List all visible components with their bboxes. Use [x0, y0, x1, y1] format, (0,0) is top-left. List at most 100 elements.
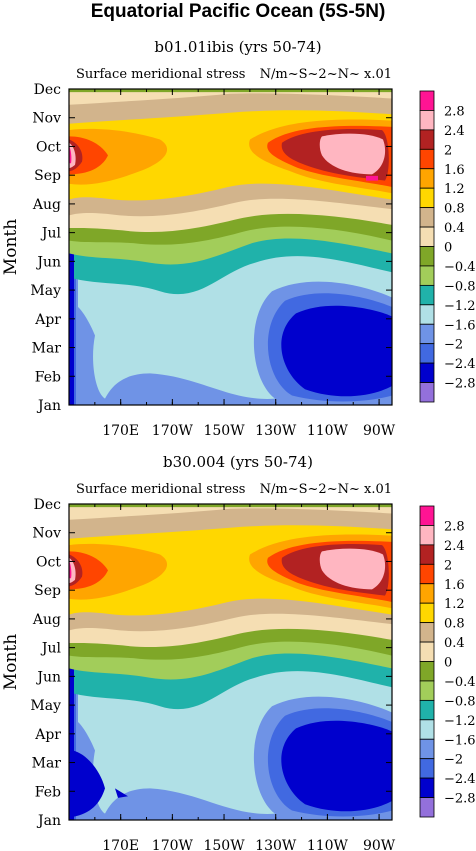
- x-tick-label: 110W: [307, 838, 349, 851]
- x-tick-label: 130W: [255, 838, 297, 851]
- x-tick-label: 170E: [102, 838, 139, 851]
- colorbar-box: [419, 343, 435, 364]
- x-tick-label: 90W: [363, 423, 396, 439]
- x-tick-label: 110W: [307, 423, 349, 439]
- colorbar-box: [419, 680, 435, 701]
- y-tick-label: Sep: [34, 583, 61, 599]
- colorbar-box: [419, 641, 435, 662]
- colorbar-label: −1.6: [444, 318, 476, 333]
- panel-1: b01.01ibis (yrs 50-74) Surface meridional…: [1, 38, 476, 439]
- colorbar-label: −0.4: [444, 675, 476, 690]
- y-tick-label: Jul: [40, 641, 62, 657]
- colorbar-label: −0.8: [444, 694, 476, 709]
- x-tick-label: 170E: [102, 423, 139, 439]
- x-tick-label: 170W: [152, 838, 194, 851]
- y-tick-label: Feb: [35, 369, 61, 385]
- colorbar-box: [419, 90, 435, 111]
- colorbar-box: [419, 525, 435, 546]
- y-tick-label: Nov: [32, 526, 61, 542]
- contour-field: [69, 504, 392, 820]
- colorbar-box: [419, 304, 435, 325]
- panel-2: b30.004 (yrs 50-74) Surface meridional st…: [1, 453, 476, 851]
- x-tick-label: 150W: [203, 423, 245, 439]
- y-tick-label: Jun: [35, 669, 61, 685]
- colorbar-box: [419, 505, 435, 526]
- colorbar-box: [419, 284, 435, 306]
- y-tick-label: Sep: [34, 168, 61, 184]
- colorbar-label: −2: [444, 753, 463, 768]
- y-tick-label: Nov: [32, 111, 61, 127]
- colorbar-box: [419, 661, 435, 682]
- colorbar-label: 0: [444, 656, 452, 671]
- colorbar-box: [419, 758, 435, 779]
- colorbar-box: [419, 777, 435, 798]
- colorbar-box: [419, 699, 435, 721]
- y-axis-label: Month: [1, 634, 21, 690]
- colorbar-box: [419, 563, 435, 585]
- colorbar-box: [419, 583, 435, 604]
- colorbar-label: 0.4: [444, 221, 465, 236]
- colorbar-label: 2: [444, 143, 452, 158]
- colorbar-label: −2.4: [444, 357, 476, 372]
- colorbar-box: [419, 207, 435, 228]
- colorbar-label: 0: [444, 241, 452, 256]
- y-tick-label: Oct: [36, 139, 61, 155]
- colorbar-box: [419, 246, 435, 267]
- y-tick-label: Dec: [34, 497, 62, 513]
- colorbar-label: −1.2: [444, 299, 476, 314]
- left-variable-label: Surface meridional stress: [76, 482, 245, 497]
- colorbar-label: −1.2: [444, 714, 476, 729]
- colorbar-box: [419, 148, 435, 170]
- colorbar-box: [419, 622, 435, 643]
- colorbar-label: 2.4: [444, 124, 465, 139]
- x-tick-label: 150W: [203, 838, 245, 851]
- y-tick-label: Jan: [36, 398, 61, 414]
- colorbar-box: [419, 110, 435, 131]
- colorbar-box: [419, 602, 435, 624]
- units-label: N/m~S~2~N~ x.01: [260, 482, 392, 497]
- colorbar-box: [419, 738, 435, 760]
- contour-band-20: [366, 175, 378, 181]
- colorbar-label: 1.2: [444, 597, 465, 612]
- colorbar-box: [419, 797, 435, 818]
- colorbar-label: −1.6: [444, 733, 476, 748]
- colorbar-box: [419, 187, 435, 209]
- colorbar-box: [419, 382, 435, 403]
- plot-frame: [68, 503, 393, 821]
- y-tick-label: Feb: [35, 784, 61, 800]
- y-tick-label: Aug: [32, 197, 61, 213]
- y-tick-label: Aug: [32, 612, 61, 628]
- left-variable-label: Surface meridional stress: [76, 67, 245, 82]
- plot-frame: [68, 88, 393, 406]
- colorbar-box: [419, 323, 435, 345]
- colorbar-box: [419, 362, 435, 383]
- y-axis-label: Month: [1, 219, 21, 275]
- colorbar-label: 2.8: [444, 519, 465, 534]
- y-tick-label: May: [30, 698, 61, 714]
- colorbar-label: −2.8: [444, 792, 476, 807]
- colorbar-label: 2.8: [444, 104, 465, 119]
- colorbar-box: [419, 226, 435, 247]
- colorbar-box: [419, 544, 435, 565]
- figure-title: Equatorial Pacific Ocean (5S-5N): [91, 1, 386, 22]
- panel-subtitle: b01.01ibis (yrs 50-74): [154, 38, 321, 56]
- y-tick-label: May: [30, 283, 61, 299]
- colorbar-box: [419, 719, 435, 740]
- colorbar-label: 1.6: [444, 163, 465, 178]
- units-label: N/m~S~2~N~ x.01: [260, 67, 392, 82]
- colorbar-label: 0.4: [444, 636, 465, 651]
- colorbar-label: −2.8: [444, 377, 476, 392]
- colorbar-label: −2.4: [444, 772, 476, 787]
- x-tick-label: 130W: [255, 423, 297, 439]
- y-tick-label: Oct: [36, 554, 61, 570]
- contour-band-20: [73, 750, 105, 817]
- colorbar-label: 1.2: [444, 182, 465, 197]
- colorbar-label: 2: [444, 558, 452, 573]
- colorbar-label: 0.8: [444, 617, 465, 632]
- colorbar-label: −2: [444, 338, 463, 353]
- colorbar-box: [419, 129, 435, 150]
- colorbar-label: 0.8: [444, 202, 465, 217]
- contour-band-21: [115, 788, 128, 798]
- y-tick-label: Mar: [32, 341, 62, 357]
